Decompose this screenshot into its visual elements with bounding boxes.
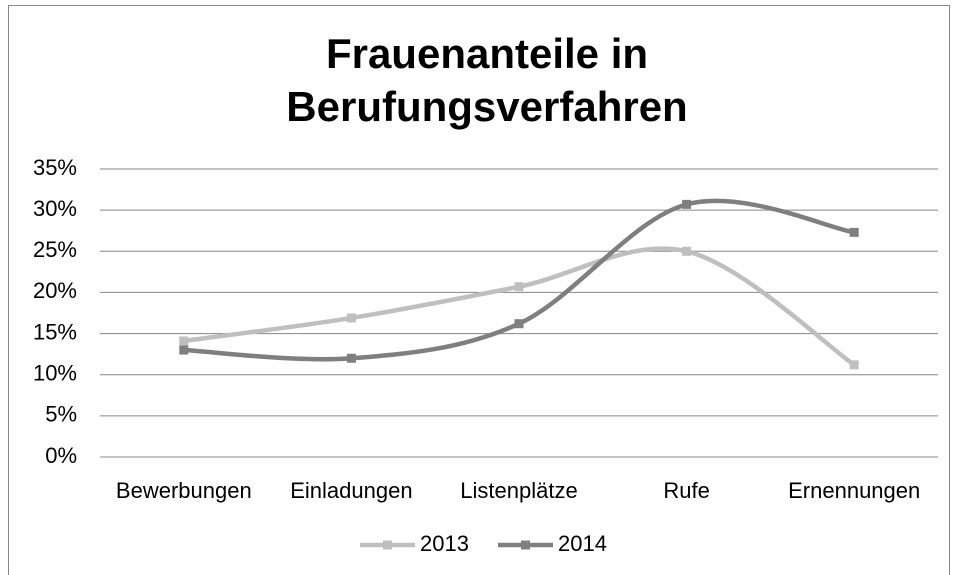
point-marker [514,282,524,292]
point-marker [682,246,692,256]
legend-label: 2013 [420,531,469,556]
point-marker [179,336,189,346]
y-tick-label: 25% [33,237,77,262]
point-marker [346,313,356,323]
y-tick-label: 30% [33,196,77,221]
x-tick-label: Rufe [663,478,709,503]
chart-title: Frauenanteile in [326,30,648,77]
x-tick-label: Bewerbungen [116,478,252,503]
y-tick-label: 35% [33,155,77,180]
x-tick-label: Einladungen [290,478,412,503]
y-tick-label: 0% [45,443,77,468]
point-marker [682,199,692,209]
y-tick-label: 15% [33,319,77,344]
y-tick-label: 20% [33,278,77,303]
legend-marker [383,540,392,550]
chart-title: Berufungsverfahren [286,83,687,130]
point-marker [346,353,356,363]
x-tick-label: Ernennungen [788,478,920,503]
legend-label: 2014 [558,531,607,556]
x-tick-label: Listenplätze [460,478,577,503]
point-marker [849,360,859,370]
chart-frame [8,5,950,575]
point-marker [849,227,859,237]
legend-marker [521,540,530,550]
y-tick-label: 10% [33,361,77,386]
y-tick-label: 5% [45,402,77,427]
point-marker [179,345,189,355]
point-marker [514,319,524,329]
